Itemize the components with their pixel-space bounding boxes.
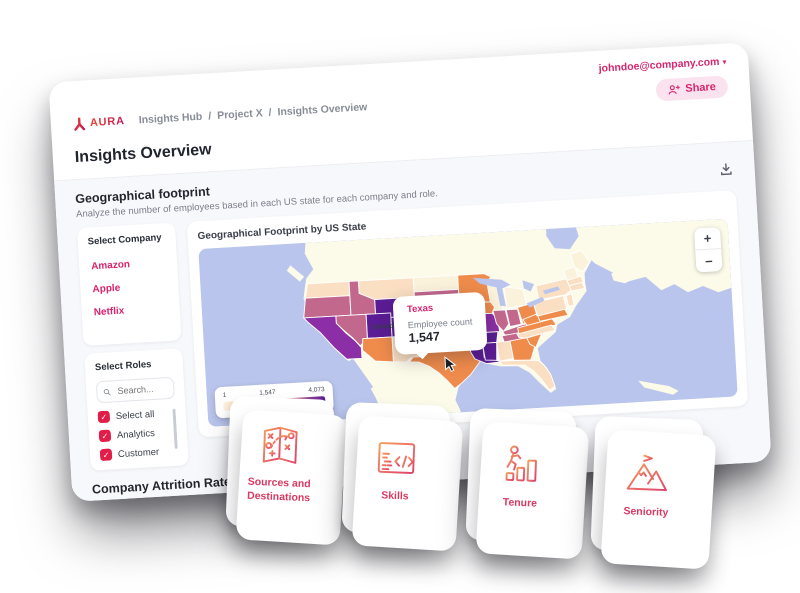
aura-logo-icon [74,117,86,131]
select-roles-label: Select Roles [94,359,152,374]
feature-card-skills[interactable]: Skills [341,401,451,537]
code-window-icon [377,442,416,474]
select-roles-panel: Select Roles ✓ Select all [84,348,189,471]
legend-mid: 1,547 [259,388,276,397]
map-zoom-control: + − [693,227,723,273]
company-item-amazon[interactable]: Amazon [90,259,131,273]
main-content: Geographical footprint Analyze the numbe… [54,141,772,502]
zoom-out-button[interactable]: − [704,253,714,269]
geo-sidebar: Select Company Amazon Apple Netflix Sele… [76,222,189,471]
feature-card-seniority[interactable]: Seniority [590,415,704,555]
breadcrumb-separator: / [268,106,272,119]
header-row: AURA Insights Hub / Project X / Insights… [50,68,751,146]
map-card: Geographical Footprint by US State [186,190,749,438]
gulf-of-california [347,357,374,391]
select-company-panel: Select Company Amazon Apple Netflix [76,222,182,346]
app-window: johndoe@company.com ▾ AURA Insights Hub /… [48,42,772,502]
map-canvas[interactable]: United States + − 1 1,547 4,073 [198,218,738,427]
role-item-select-all[interactable]: ✓ Select all [97,407,176,424]
checkbox-checked-icon[interactable]: ✓ [98,429,112,443]
map-strategy-icon [262,427,298,465]
aura-logo[interactable]: AURA [73,114,126,131]
hudson-bay [545,222,579,250]
tooltip-value: 1,547 [408,329,441,345]
mouse-cursor-icon [443,356,457,379]
map-tooltip: Texas Employee count 1,547 [392,291,488,360]
chevron-down-icon: ▾ [722,57,727,67]
states[interactable] [301,249,597,404]
geo-section-header: Geographical footprint Analyze the numbe… [75,154,736,220]
download-icon [720,163,732,176]
share-button[interactable]: Share [655,75,729,102]
feature-card-tenure[interactable]: Tenure [465,407,577,545]
breadcrumb-insights-hub[interactable]: Insights Hub [138,110,203,127]
tooltip-state: Texas [406,302,434,315]
growth-steps-icon [505,445,537,482]
select-company-label: Select Company [87,232,162,248]
roles-list: ✓ Select all ✓ Analytics ✓ Customer [97,407,179,462]
nova-scotia [611,268,640,284]
breadcrumb: Insights Hub / Project X / Insights Over… [138,101,367,126]
role-item-customer[interactable]: ✓ Customer [99,445,179,462]
company-item-netflix[interactable]: Netflix [93,305,125,319]
app-window-scene: johndoe@company.com ▾ AURA Insights Hub /… [48,42,772,502]
breadcrumb-separator: / [207,110,212,123]
download-button[interactable] [717,160,735,183]
legend-min: 1 [222,391,227,399]
feature-card-sources-destinations[interactable]: Sources and Destinations [225,395,335,531]
checkbox-checked-icon[interactable]: ✓ [99,448,113,462]
person-add-icon [669,85,681,95]
legend-max: 4,073 [308,386,325,395]
roles-search-input[interactable] [115,382,168,398]
checkbox-checked-icon[interactable]: ✓ [97,410,111,424]
roles-scrollbar[interactable] [171,408,178,449]
role-item-analytics[interactable]: ✓ Analytics [98,426,178,443]
brand-name: AURA [89,115,126,130]
search-icon [103,388,111,395]
roles-search[interactable] [95,376,175,404]
cuba-island [638,380,679,395]
breadcrumb-insights-overview[interactable]: Insights Overview [277,101,368,119]
zoom-in-button[interactable]: + [693,227,722,251]
great-lakes [473,277,560,308]
company-list: Amazon Apple Netflix [89,253,171,336]
breadcrumb-project-x[interactable]: Project X [216,107,263,122]
mountain-flag-icon [626,454,667,491]
company-item-apple[interactable]: Apple [92,282,121,296]
geo-row: Select Company Amazon Apple Netflix Sele… [76,190,750,471]
vancouver-island [286,265,305,282]
